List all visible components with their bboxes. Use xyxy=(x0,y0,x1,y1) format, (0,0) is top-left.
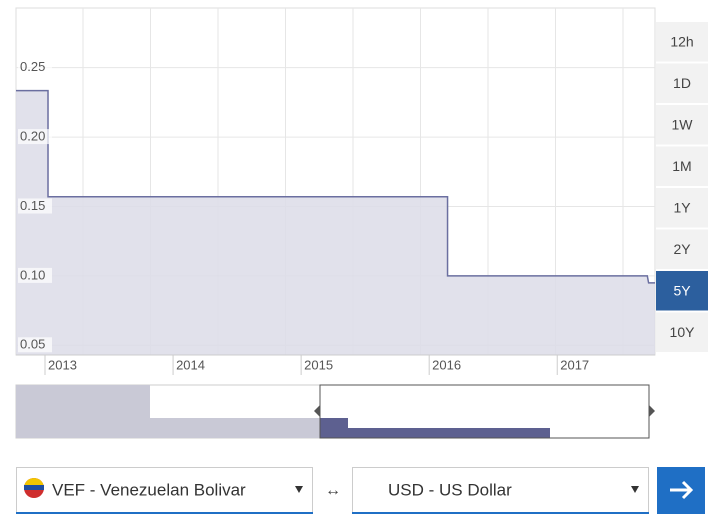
to-select[interactable]: USD - US Dollar xyxy=(352,467,649,514)
x-tick-label: 2013 xyxy=(48,357,77,372)
range-button[interactable] xyxy=(656,312,708,353)
convert-button[interactable] xyxy=(657,467,705,514)
y-tick-label: 0.25 xyxy=(20,59,45,74)
y-tick-label-bg xyxy=(18,267,52,283)
from-currency: VEF - Venezuelan Bolivar xyxy=(52,480,246,499)
flag-icon-mid xyxy=(24,485,44,490)
range-button-label: 1W xyxy=(672,116,694,132)
range-button-label: 1D xyxy=(673,75,691,91)
line xyxy=(16,89,655,284)
range-button[interactable] xyxy=(656,188,708,228)
range-button-label: 2Y xyxy=(673,241,691,257)
range-button-label: 5Y xyxy=(673,282,691,298)
range-button-label: 1Y xyxy=(673,199,691,215)
navigator[interactable] xyxy=(15,384,655,439)
x-tick-label: 2016 xyxy=(432,357,461,372)
y-tick-label: 0.20 xyxy=(20,129,45,144)
navigator-area-selected xyxy=(320,418,550,438)
range-button[interactable] xyxy=(656,229,708,270)
y-tick-label-bg xyxy=(18,129,52,145)
area xyxy=(16,90,655,355)
range-button[interactable] xyxy=(656,63,708,104)
y-tick-label: 0.10 xyxy=(20,267,45,282)
range-button-label: 10Y xyxy=(670,324,696,340)
navigator-handle[interactable] xyxy=(314,405,320,417)
y-tick-label-bg xyxy=(18,198,52,214)
y-tick-label-bg xyxy=(18,337,52,353)
range-button[interactable] xyxy=(656,105,708,145)
range-button[interactable] xyxy=(656,146,708,187)
range-button[interactable] xyxy=(656,22,708,62)
arrow-icon xyxy=(670,480,694,500)
x-tick-label: 2014 xyxy=(176,357,205,372)
x-tick-label: 2017 xyxy=(560,357,589,372)
y-tick-label: 0.15 xyxy=(20,198,45,213)
select-box[interactable] xyxy=(352,467,649,514)
range-button-label: 1M xyxy=(672,158,691,174)
range-button[interactable] xyxy=(656,271,708,311)
navigator-handle[interactable] xyxy=(649,405,655,417)
navigator-area xyxy=(16,385,320,438)
from-select[interactable]: VEF - Venezuelan Bolivar xyxy=(16,467,313,514)
to-currency: USD - US Dollar xyxy=(388,480,512,499)
x-tick-label: 2015 xyxy=(304,357,333,372)
y-tick-label-bg xyxy=(18,59,52,75)
caret xyxy=(631,486,639,493)
range-button-label: 12h xyxy=(670,33,693,49)
y-tick-label: 0.05 xyxy=(20,337,45,352)
swap-icon[interactable]: ↔ xyxy=(325,482,341,499)
caret xyxy=(295,486,303,493)
